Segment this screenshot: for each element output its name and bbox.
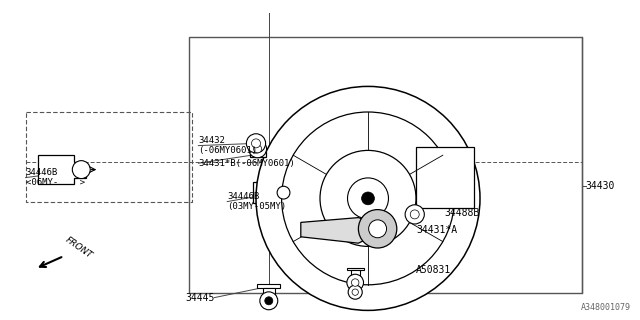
Text: FRONT: FRONT (64, 236, 94, 260)
Circle shape (277, 186, 290, 199)
Bar (257, 284, 280, 288)
Circle shape (347, 274, 364, 291)
Circle shape (260, 292, 278, 310)
Text: 34488B: 34488B (445, 208, 480, 218)
Circle shape (405, 205, 424, 224)
Text: A348001079: A348001079 (580, 303, 630, 312)
Text: 34431*B(-06MY0601): 34431*B(-06MY0601) (198, 159, 295, 168)
Circle shape (358, 210, 397, 248)
Text: 34445: 34445 (185, 292, 214, 303)
Circle shape (256, 86, 480, 310)
Circle shape (252, 139, 260, 148)
Bar (416, 147, 474, 208)
Text: 34431*A: 34431*A (416, 225, 457, 236)
Circle shape (351, 279, 359, 286)
Polygon shape (301, 218, 378, 243)
Bar (263, 288, 275, 296)
Polygon shape (250, 152, 266, 157)
Circle shape (253, 145, 262, 153)
Circle shape (348, 178, 388, 219)
Circle shape (265, 297, 273, 305)
Text: 34430: 34430 (586, 180, 615, 191)
Polygon shape (253, 182, 291, 203)
Text: 34446B
<06MY-    >: 34446B <06MY- > (26, 168, 84, 187)
Circle shape (246, 134, 266, 153)
Bar (347, 268, 364, 270)
Circle shape (369, 220, 387, 238)
Bar (189, 37, 582, 293)
Circle shape (348, 285, 362, 299)
Circle shape (362, 192, 374, 205)
Text: 34432
(-06MY0601): 34432 (-06MY0601) (198, 136, 257, 155)
Circle shape (352, 289, 358, 295)
Bar (351, 270, 360, 278)
Text: A50831: A50831 (416, 265, 451, 276)
Bar (26, 112, 192, 202)
Circle shape (249, 140, 267, 158)
Circle shape (72, 161, 90, 179)
Circle shape (410, 210, 419, 219)
Text: 34446B
(03MY-05MY): 34446B (03MY-05MY) (227, 192, 286, 211)
Polygon shape (38, 155, 86, 184)
